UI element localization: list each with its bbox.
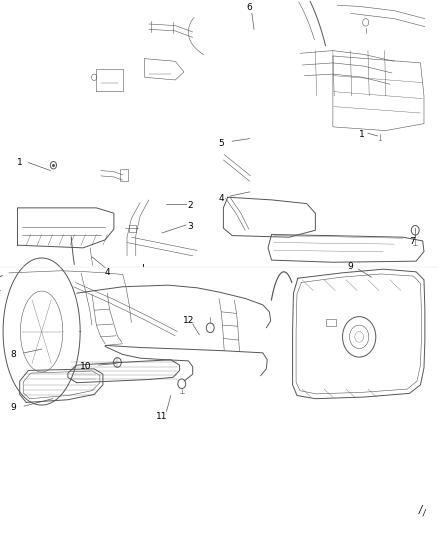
Text: 8: 8: [10, 350, 16, 359]
Text: ': ': [142, 263, 145, 273]
Text: 2: 2: [188, 201, 193, 209]
Text: 3: 3: [187, 222, 194, 231]
Text: 6: 6: [247, 4, 253, 12]
Text: 1: 1: [17, 158, 23, 167]
Text: 12: 12: [183, 317, 194, 325]
Text: 1: 1: [358, 130, 364, 139]
Text: /: /: [422, 509, 425, 518]
Bar: [120, 169, 128, 181]
Text: /: /: [419, 505, 422, 515]
Text: 4: 4: [219, 194, 224, 203]
Text: 10: 10: [80, 362, 91, 370]
Bar: [326, 319, 336, 326]
Text: 7: 7: [409, 238, 415, 246]
Text: 4: 4: [105, 269, 110, 277]
Text: 5: 5: [218, 140, 224, 148]
Text: 11: 11: [156, 413, 168, 421]
Text: 9: 9: [10, 403, 16, 412]
Text: 9: 9: [347, 262, 353, 271]
Bar: [129, 225, 136, 232]
